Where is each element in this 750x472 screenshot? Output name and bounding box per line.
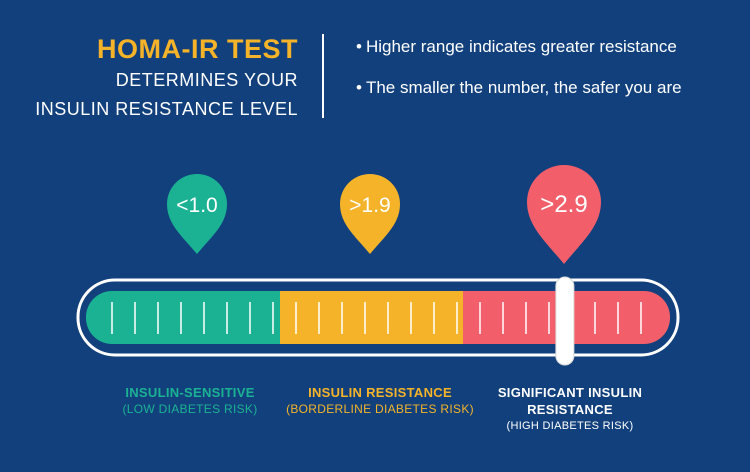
segment-label-high: SIGNIFICANT INSULIN RESISTANCE (HIGH DIA…	[480, 384, 660, 435]
gauge-bar	[76, 276, 680, 366]
subtitle-line-2: INSULIN RESISTANCE LEVEL	[35, 99, 298, 119]
title-block: HOMA-IR TEST DETERMINES YOUR INSULIN RES…	[30, 33, 298, 123]
bullet-dot-icon: •	[356, 37, 362, 56]
segment-label-borderline: INSULIN RESISTANCE (BORDERLINE DIABETES …	[285, 384, 475, 418]
map-pin-icon	[167, 174, 227, 254]
label-text: RESISTANCE	[527, 402, 613, 417]
gauge-outline	[76, 278, 680, 357]
pin-borderline: >1.9	[340, 174, 400, 254]
pin-value-low: <1.0	[176, 194, 217, 217]
pin-value-borderline: >1.9	[349, 194, 390, 217]
subtitle-line-1: DETERMINES YOUR	[115, 70, 298, 90]
pin-low: <1.0	[167, 174, 227, 254]
segment-low	[86, 291, 280, 344]
pin-high: >2.9	[527, 165, 601, 264]
segment-borderline	[280, 291, 463, 344]
bullet-item: • The smaller the number, the safer you a…	[356, 77, 682, 99]
tick-marks	[111, 302, 642, 334]
map-pin-icon	[527, 165, 601, 264]
risk-text: (BORDERLINE DIABETES RISK)	[286, 402, 474, 416]
bullet-text: The smaller the number, the safer you ar…	[365, 78, 682, 97]
page-title: HOMA-IR TEST	[97, 34, 298, 64]
label-text: INSULIN RESISTANCE	[308, 385, 452, 400]
risk-text: (LOW DIABETES RISK)	[122, 402, 258, 416]
slider-marker-icon	[555, 276, 575, 366]
label-text: SIGNIFICANT INSULIN	[497, 385, 643, 400]
bullet-dot-icon: •	[356, 78, 362, 97]
risk-text: (HIGH DIABETES RISK)	[506, 420, 634, 432]
header-divider	[322, 34, 324, 118]
bullet-text: Higher range indicates greater resistanc…	[365, 37, 677, 56]
map-pin-icon	[340, 174, 400, 254]
pin-value-high: >2.9	[540, 191, 587, 218]
bullet-list: • Higher range indicates greater resistan…	[356, 36, 682, 118]
label-text: INSULIN-SENSITIVE	[125, 385, 255, 400]
bullet-item: • Higher range indicates greater resistan…	[356, 36, 682, 58]
segment-label-low: INSULIN-SENSITIVE (LOW DIABETES RISK)	[100, 384, 280, 418]
